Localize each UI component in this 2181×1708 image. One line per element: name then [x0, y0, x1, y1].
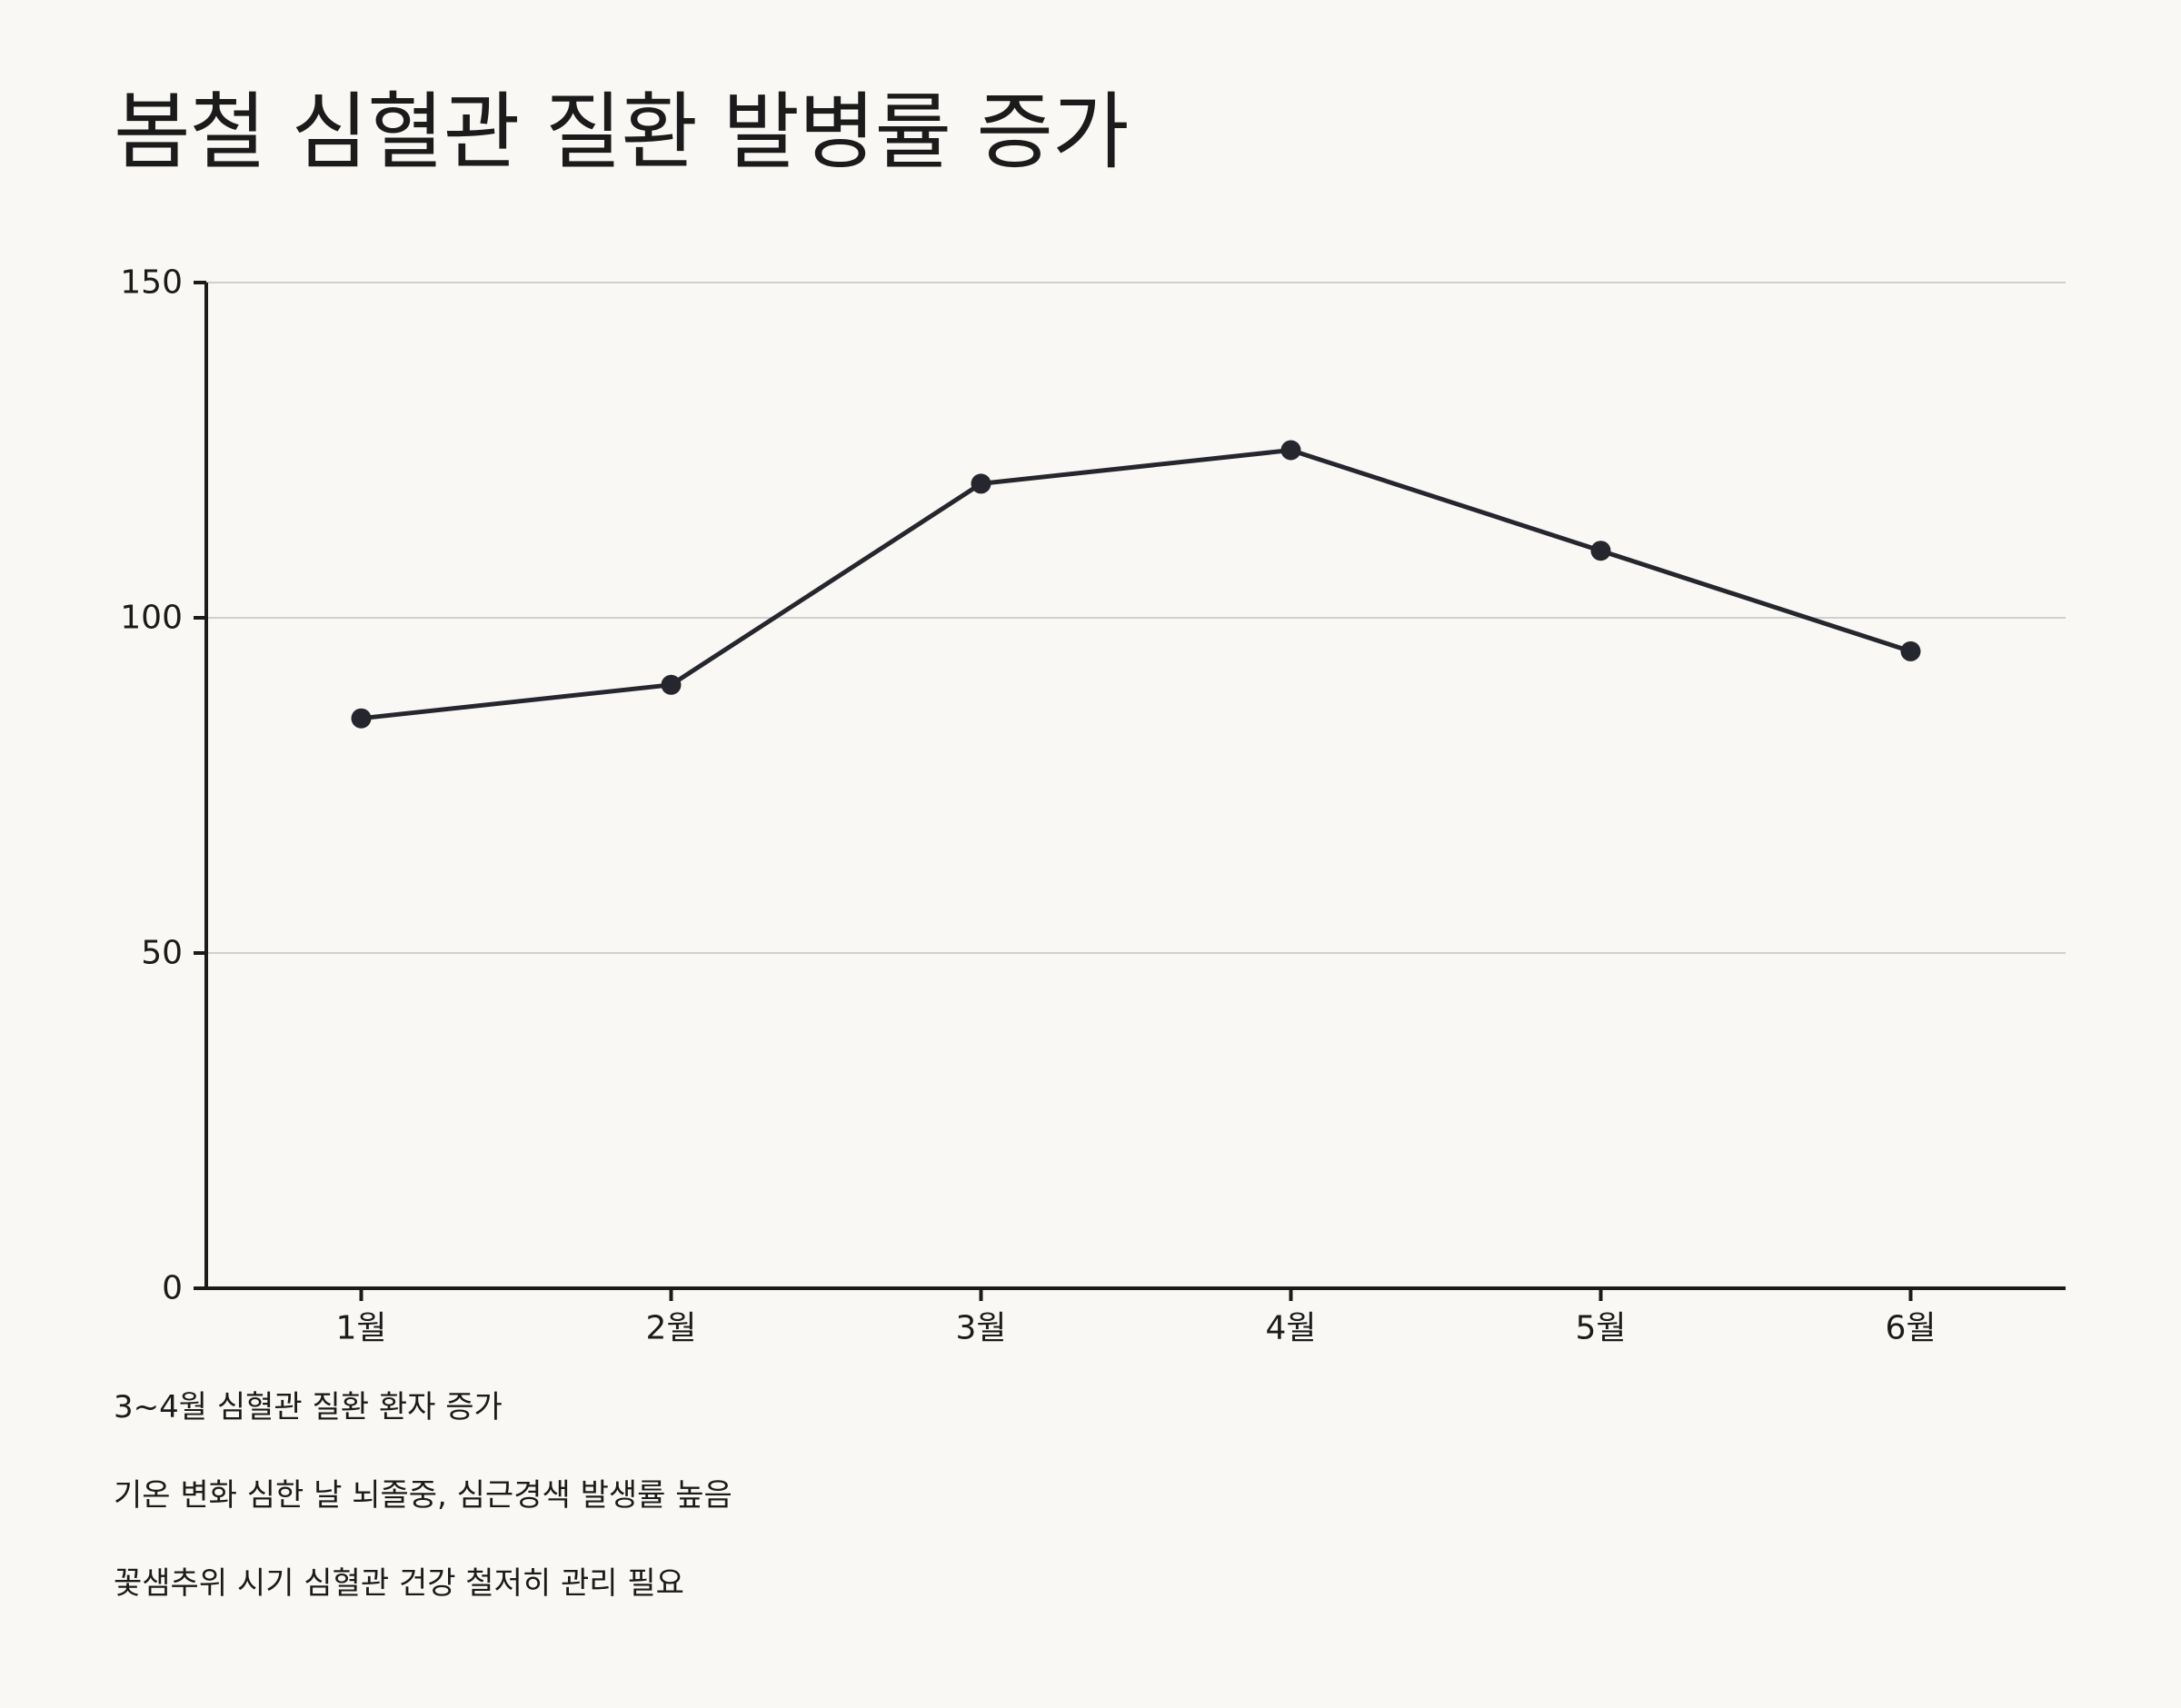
x-tick-label-3: 4월 — [1265, 1310, 1316, 1347]
y-tick-label-2: 100 — [120, 600, 183, 637]
y-tick-label-3: 150 — [120, 264, 183, 302]
y-tick-label-1: 50 — [141, 935, 183, 972]
x-tick-label-5: 6월 — [1885, 1310, 1936, 1347]
data-point-3월 — [971, 473, 991, 494]
annotations: 3~4월 심혈관 질환 환자 증가 기온 변화 심한 날 뇌졸중, 심근경색 발… — [114, 1385, 732, 1650]
series-line-0 — [359, 448, 1913, 721]
x-tick-label-4: 5월 — [1575, 1310, 1626, 1347]
annotation-3: 꽃샘추위 시기 심혈관 건강 철저히 관리 필요 — [114, 1565, 684, 1602]
x-tick-label-0: 1월 — [335, 1310, 386, 1347]
annotation-1: 3~4월 심혈관 질환 환자 증가 — [114, 1389, 503, 1425]
data-point-1월 — [351, 708, 372, 729]
x-axis-ticks: 1월 2월 3월 4월 5월 6월 — [335, 1288, 1937, 1347]
annotation-2: 기온 변화 심한 날 뇌졸중, 심근경색 발생률 높음 — [114, 1477, 732, 1514]
axes — [204, 283, 2066, 1290]
data-point-4월 — [1280, 440, 1301, 461]
y-axis-ticks: 0 50 100 150 — [120, 264, 206, 1307]
data-point-2월 — [661, 674, 682, 695]
x-tick-label-2: 3월 — [955, 1310, 1006, 1347]
series-layer — [351, 440, 1921, 729]
data-point-6월 — [1900, 640, 1921, 661]
data-point-5월 — [1590, 541, 1611, 561]
gridlines — [206, 282, 2066, 954]
x-tick-label-1: 2월 — [645, 1310, 696, 1347]
chart-title: 봄철 심혈관 질환 발병률 증가 — [114, 84, 1130, 181]
y-tick-label-0: 0 — [162, 1270, 183, 1307]
